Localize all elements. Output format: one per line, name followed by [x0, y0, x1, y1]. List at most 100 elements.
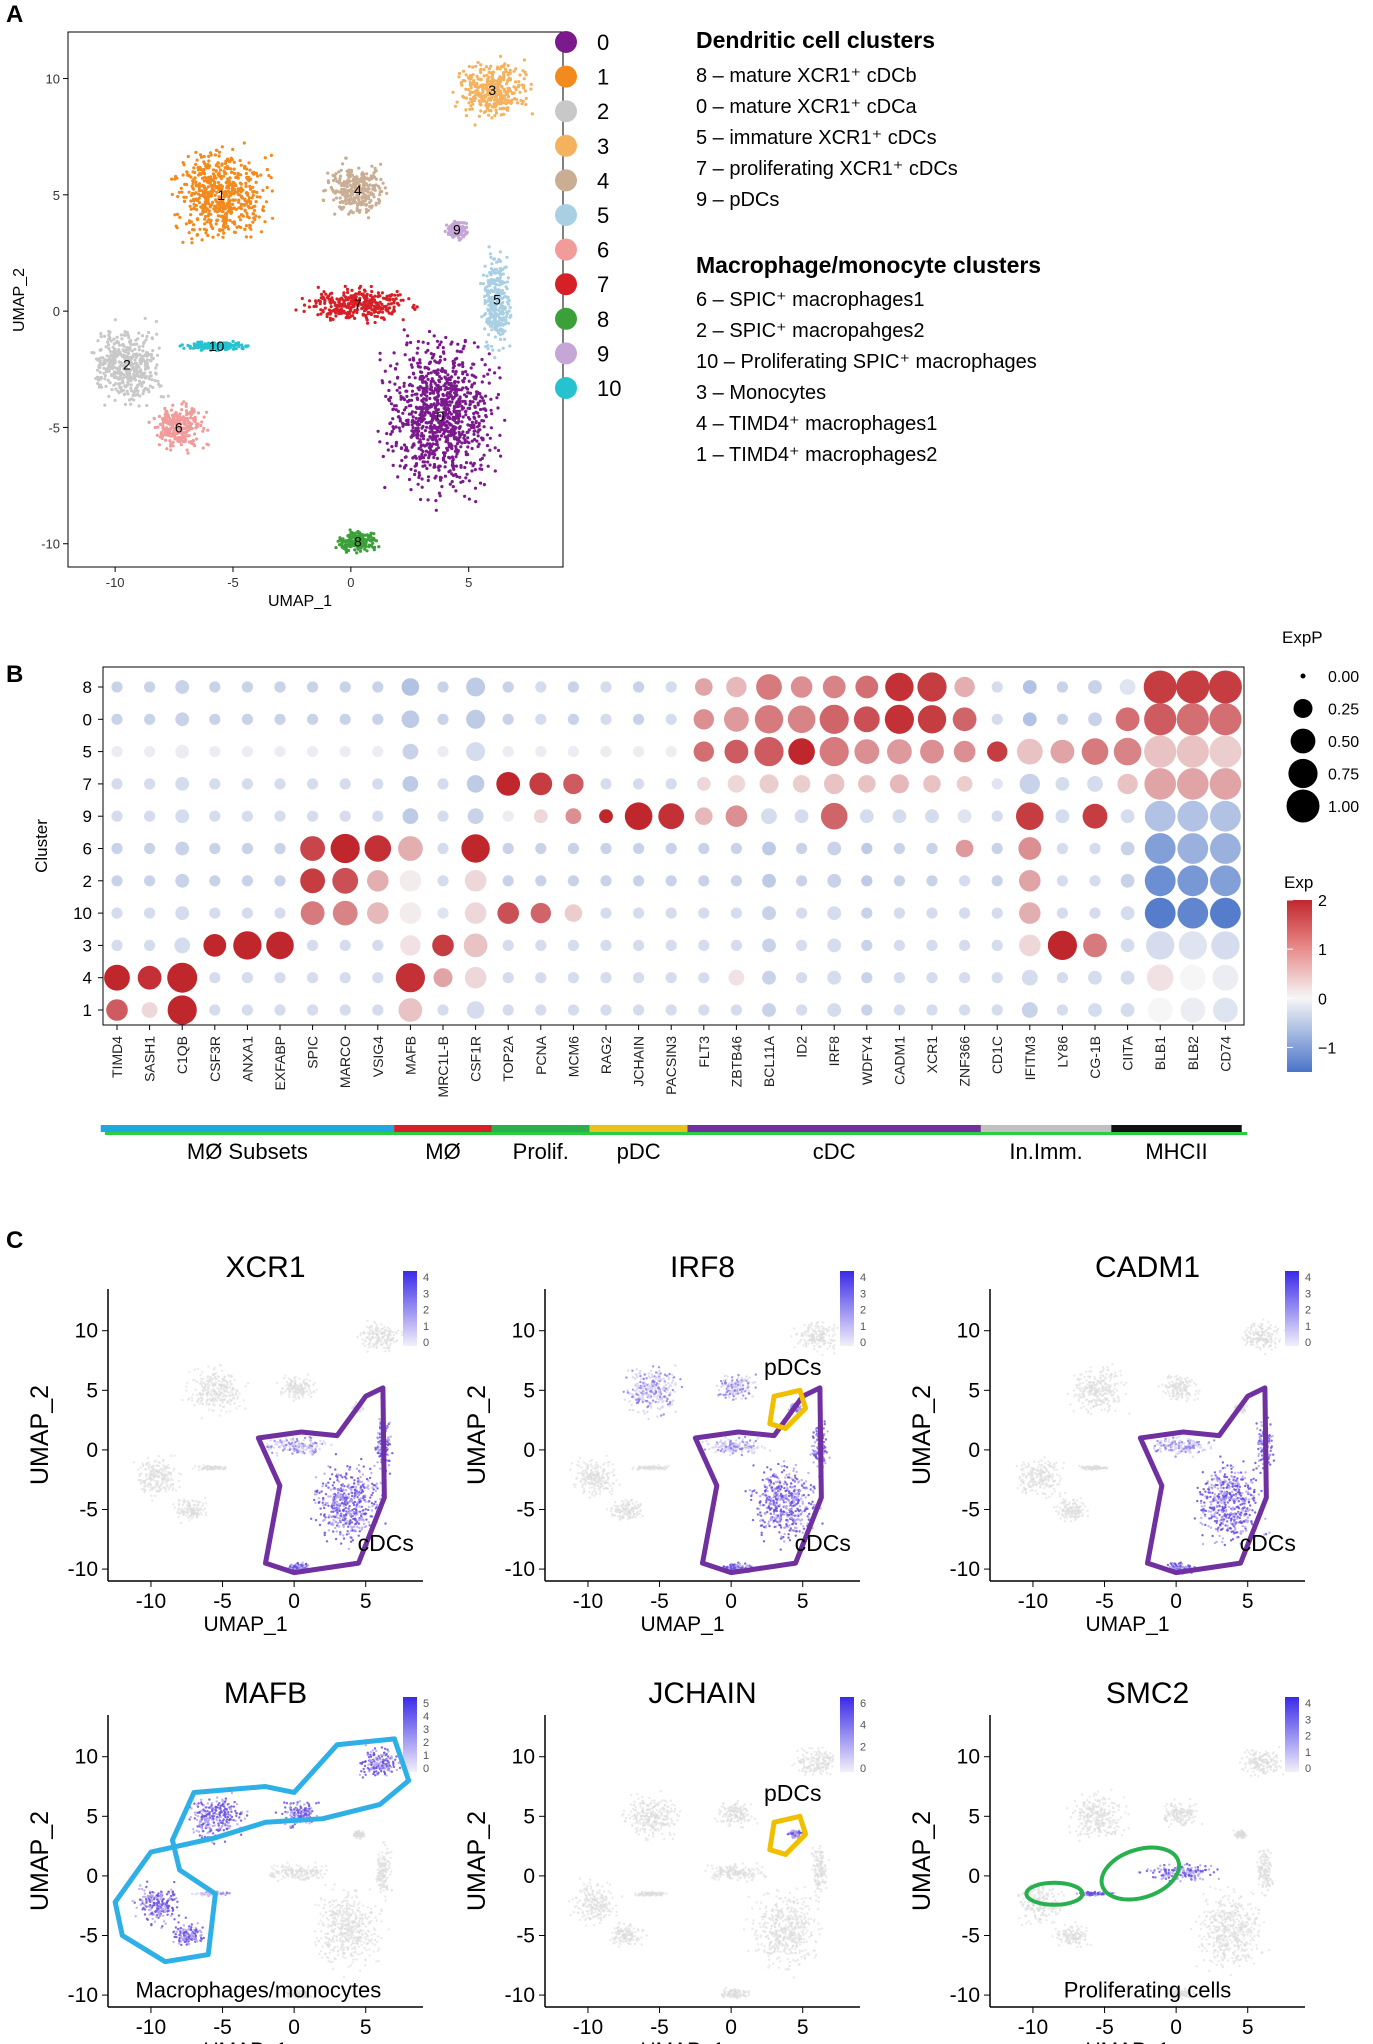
feature-point: [334, 1468, 337, 1471]
umap-point-cluster-0: [398, 391, 402, 395]
umap-point-cluster-0: [415, 435, 419, 439]
dot-7-MARCO: [339, 778, 351, 790]
umap-point-cluster-3: [523, 70, 527, 74]
umap-point-cluster-2: [112, 359, 116, 363]
umap-point-cluster-0: [406, 334, 410, 338]
umap-points: [90, 54, 535, 555]
dot-6-SASH1: [144, 842, 156, 855]
umap-legend-swatch-8: [555, 307, 577, 330]
dot-1-EXFABP: [274, 1004, 286, 1016]
dot-2-MRC1L-B: [437, 875, 449, 887]
umap-point-cluster-3: [481, 90, 485, 94]
umap-point-cluster-3: [464, 114, 469, 118]
umap-point-cluster-1: [252, 190, 256, 194]
dot-7-MRC1L-B: [437, 778, 449, 790]
umap-point-cluster-0: [488, 436, 492, 440]
umap-point-cluster-1: [211, 235, 215, 239]
dot-10-MRC1L-B: [437, 907, 449, 919]
umap-point-cluster-0: [461, 361, 465, 365]
umap-point-cluster-1: [191, 181, 195, 186]
umap-point-cluster-0: [472, 437, 477, 442]
umap-point-cluster-2: [148, 370, 152, 375]
dot-2-IRF8: [827, 873, 842, 888]
umap-point-cluster-0: [439, 340, 443, 344]
dot-1-WDFY4: [861, 1004, 873, 1016]
dot-3-MRC1L-B: [432, 934, 454, 957]
umap-point-cluster-1: [252, 208, 257, 213]
umap-point-cluster-0: [473, 486, 478, 490]
umap-point-cluster-0: [466, 406, 470, 410]
umap-point-cluster-7: [395, 289, 399, 294]
umap-point-cluster-3: [453, 104, 458, 108]
umap-point-cluster-8: [350, 531, 354, 535]
umap-point-cluster-9: [457, 238, 462, 242]
umap-point-cluster-2: [110, 388, 114, 392]
panel-letter-c: C: [6, 1227, 23, 1254]
umap-point-cluster-0: [432, 402, 436, 406]
dot-2-CSF1R: [464, 870, 487, 892]
umap-point-cluster-4: [357, 166, 361, 170]
umap-point-cluster-3: [472, 99, 476, 103]
umap-point-cluster-1: [217, 150, 222, 154]
dotplot-gene-label: PCNA: [533, 1035, 549, 1075]
umap-point-cluster-0: [409, 404, 413, 408]
feature-plot-xcr1: XCR1-10 -5 0 51050-5-10UMAP_1UMAP_243210cDC…: [26, 1251, 429, 1636]
dot-6-MRC1L-B: [437, 842, 449, 855]
umap-point-cluster-1: [192, 177, 196, 181]
dot-3-RAG2: [600, 939, 612, 952]
umap-point-cluster-4: [337, 190, 341, 194]
umap-point-cluster-0: [418, 438, 422, 442]
dot-5-CD74: [1209, 735, 1242, 768]
umap-point-cluster-5: [498, 337, 503, 342]
dot-6-BCL11A: [762, 841, 776, 856]
umap-point-cluster-1: [234, 184, 238, 188]
umap-point-cluster-8: [344, 547, 348, 551]
dot-6-LY86: [1056, 842, 1068, 855]
umap-point-cluster-5: [489, 316, 493, 320]
umap-point-cluster-3: [496, 84, 500, 88]
umap-point-cluster-3: [514, 97, 519, 102]
dot-9-EXFABP: [274, 810, 286, 822]
umap-point-cluster-0: [451, 425, 455, 429]
umap-point-cluster-2: [141, 349, 145, 353]
feature-y-tick-label: -5: [79, 1498, 98, 1521]
feature-point: [365, 1518, 368, 1521]
umap-point-cluster-1: [185, 182, 189, 187]
umap-point-cluster-2: [126, 352, 130, 356]
umap-point-cluster-8: [366, 537, 370, 541]
umap-point-cluster-0: [393, 382, 397, 386]
dot-4-CSF1R: [464, 966, 487, 989]
umap-point-cluster-0: [416, 339, 420, 344]
dot-4-CD74: [1212, 964, 1239, 991]
umap-point-cluster-5: [487, 281, 491, 285]
dot-10-IRF8: [827, 906, 842, 920]
dot-10-FLT3: [698, 907, 710, 919]
umap-point-cluster-2: [97, 385, 102, 389]
umap-point-cluster-0: [422, 414, 426, 418]
umap-point-cluster-2: [97, 364, 101, 368]
dc-item: 0 – mature XCR1⁺ cDCa: [696, 96, 918, 118]
umap-point-cluster-3: [487, 70, 491, 74]
umap-point-cluster-1: [227, 198, 231, 202]
dot-2-JCHAIN: [633, 875, 645, 887]
mac-item: 1 – TIMD4⁺ macrophages2: [696, 444, 937, 466]
umap-point-cluster-4: [345, 185, 349, 189]
dot-5-PACSIN3: [665, 746, 677, 758]
umap-point-cluster-3: [517, 80, 521, 84]
umap-point-cluster-5: [479, 281, 483, 286]
umap-point-cluster-5: [504, 321, 508, 325]
umap-x-tick-label: -5: [227, 575, 239, 590]
umap-point-cluster-3: [478, 84, 483, 88]
umap-point-cluster-0: [387, 388, 391, 393]
umap-point-cluster-2: [102, 371, 106, 375]
umap-point-cluster-0: [439, 428, 444, 432]
dot-10-EXFABP: [274, 907, 286, 919]
umap-point-cluster-1: [230, 190, 234, 194]
panel-letter-a: A: [6, 1, 23, 28]
dotplot-cluster-label: 10: [73, 904, 92, 923]
feature-point: [368, 1500, 371, 1503]
umap-point-cluster-6: [166, 415, 170, 419]
dot-1-XCR1: [926, 1004, 938, 1016]
dot-1-MCM6: [567, 1004, 580, 1016]
dot-3-CD1C: [991, 939, 1003, 952]
